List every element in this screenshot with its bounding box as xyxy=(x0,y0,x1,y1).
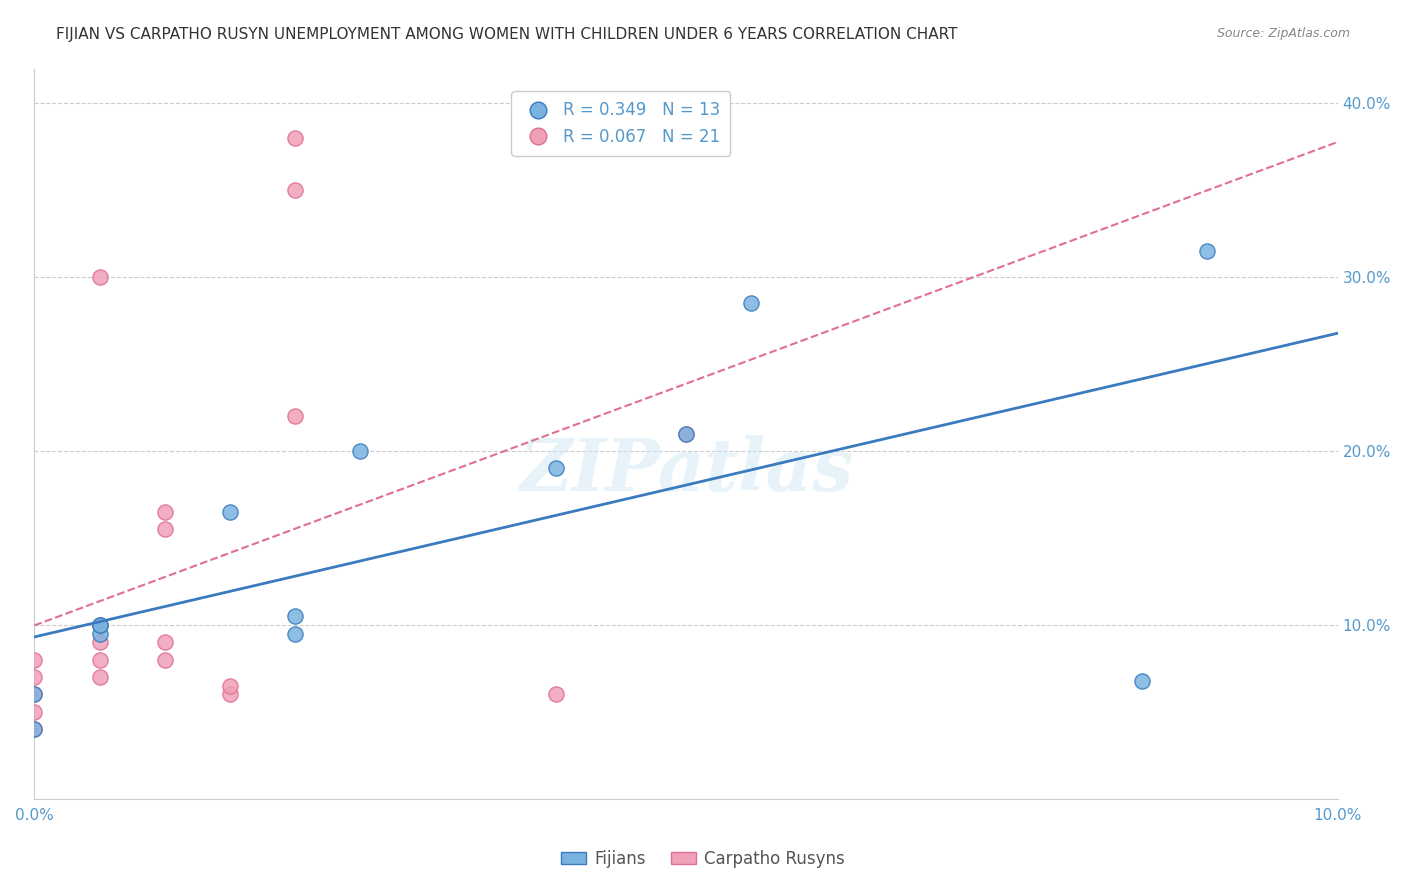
Point xyxy=(22,688,45,702)
Point xyxy=(22,723,45,737)
Point xyxy=(89,270,111,285)
Point xyxy=(675,426,697,441)
Legend: R = 0.349   N = 13, R = 0.067   N = 21: R = 0.349 N = 13, R = 0.067 N = 21 xyxy=(512,92,730,156)
Point xyxy=(153,505,176,519)
Point xyxy=(218,505,240,519)
Point xyxy=(89,618,111,632)
Point xyxy=(544,461,567,475)
Point xyxy=(284,409,307,424)
Point xyxy=(89,653,111,667)
Point xyxy=(284,131,307,145)
Text: Source: ZipAtlas.com: Source: ZipAtlas.com xyxy=(1216,27,1350,40)
Point xyxy=(89,618,111,632)
Point xyxy=(153,522,176,536)
Point xyxy=(22,688,45,702)
Point xyxy=(89,618,111,632)
Point xyxy=(1130,673,1153,688)
Point xyxy=(22,670,45,684)
Point xyxy=(284,183,307,197)
Point xyxy=(349,444,371,458)
Point xyxy=(89,626,111,640)
Point xyxy=(22,723,45,737)
Point xyxy=(22,705,45,719)
Point xyxy=(675,426,697,441)
Point xyxy=(89,670,111,684)
Point xyxy=(740,296,762,310)
Text: ZIPatlas: ZIPatlas xyxy=(519,434,853,506)
Point xyxy=(153,635,176,649)
Point xyxy=(284,609,307,624)
Point xyxy=(89,635,111,649)
Point xyxy=(218,679,240,693)
Point xyxy=(284,626,307,640)
Point xyxy=(218,688,240,702)
Point xyxy=(22,653,45,667)
Point xyxy=(544,688,567,702)
Legend: Fijians, Carpatho Rusyns: Fijians, Carpatho Rusyns xyxy=(554,844,852,875)
Point xyxy=(153,653,176,667)
Text: FIJIAN VS CARPATHO RUSYN UNEMPLOYMENT AMONG WOMEN WITH CHILDREN UNDER 6 YEARS CO: FIJIAN VS CARPATHO RUSYN UNEMPLOYMENT AM… xyxy=(56,27,957,42)
Point xyxy=(1197,244,1219,258)
